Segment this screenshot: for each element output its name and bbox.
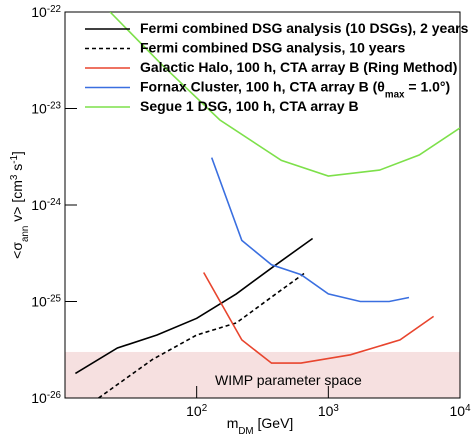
legend-label: Galactic Halo, 100 h, CTA array B (Ring … xyxy=(140,59,457,75)
x-axis-label: mDM [GeV] xyxy=(227,415,294,437)
legend-label: Segue 1 DSG, 100 h, CTA array B xyxy=(140,98,359,114)
y-tick-label: 10-22 xyxy=(31,4,61,21)
y-tick-label: 10-25 xyxy=(31,293,61,310)
series-line xyxy=(109,12,460,177)
y-axis-label: <σann v> [cm3 s-1] xyxy=(9,151,31,259)
legend-label: Fermi combined DSG analysis (10 DSGs), 2… xyxy=(140,20,469,36)
x-tick-label: 103 xyxy=(318,403,340,420)
series-line xyxy=(210,157,410,303)
legend-label: Fermi combined DSG analysis, 10 years xyxy=(140,40,406,56)
y-tick-label: 10-23 xyxy=(31,100,61,117)
x-tick-label: 102 xyxy=(186,403,207,420)
y-tick-label: 10-24 xyxy=(31,197,61,214)
region-label: WIMP parameter space xyxy=(215,372,362,388)
legend-label: Fornax Cluster, 100 h, CTA array B (θmax… xyxy=(140,79,450,101)
x-tick-label: 104 xyxy=(449,403,471,420)
series-line xyxy=(98,271,306,398)
series-line xyxy=(203,272,435,364)
y-tick-label: 10-26 xyxy=(31,390,61,407)
region xyxy=(65,351,460,398)
series-line xyxy=(74,237,314,375)
